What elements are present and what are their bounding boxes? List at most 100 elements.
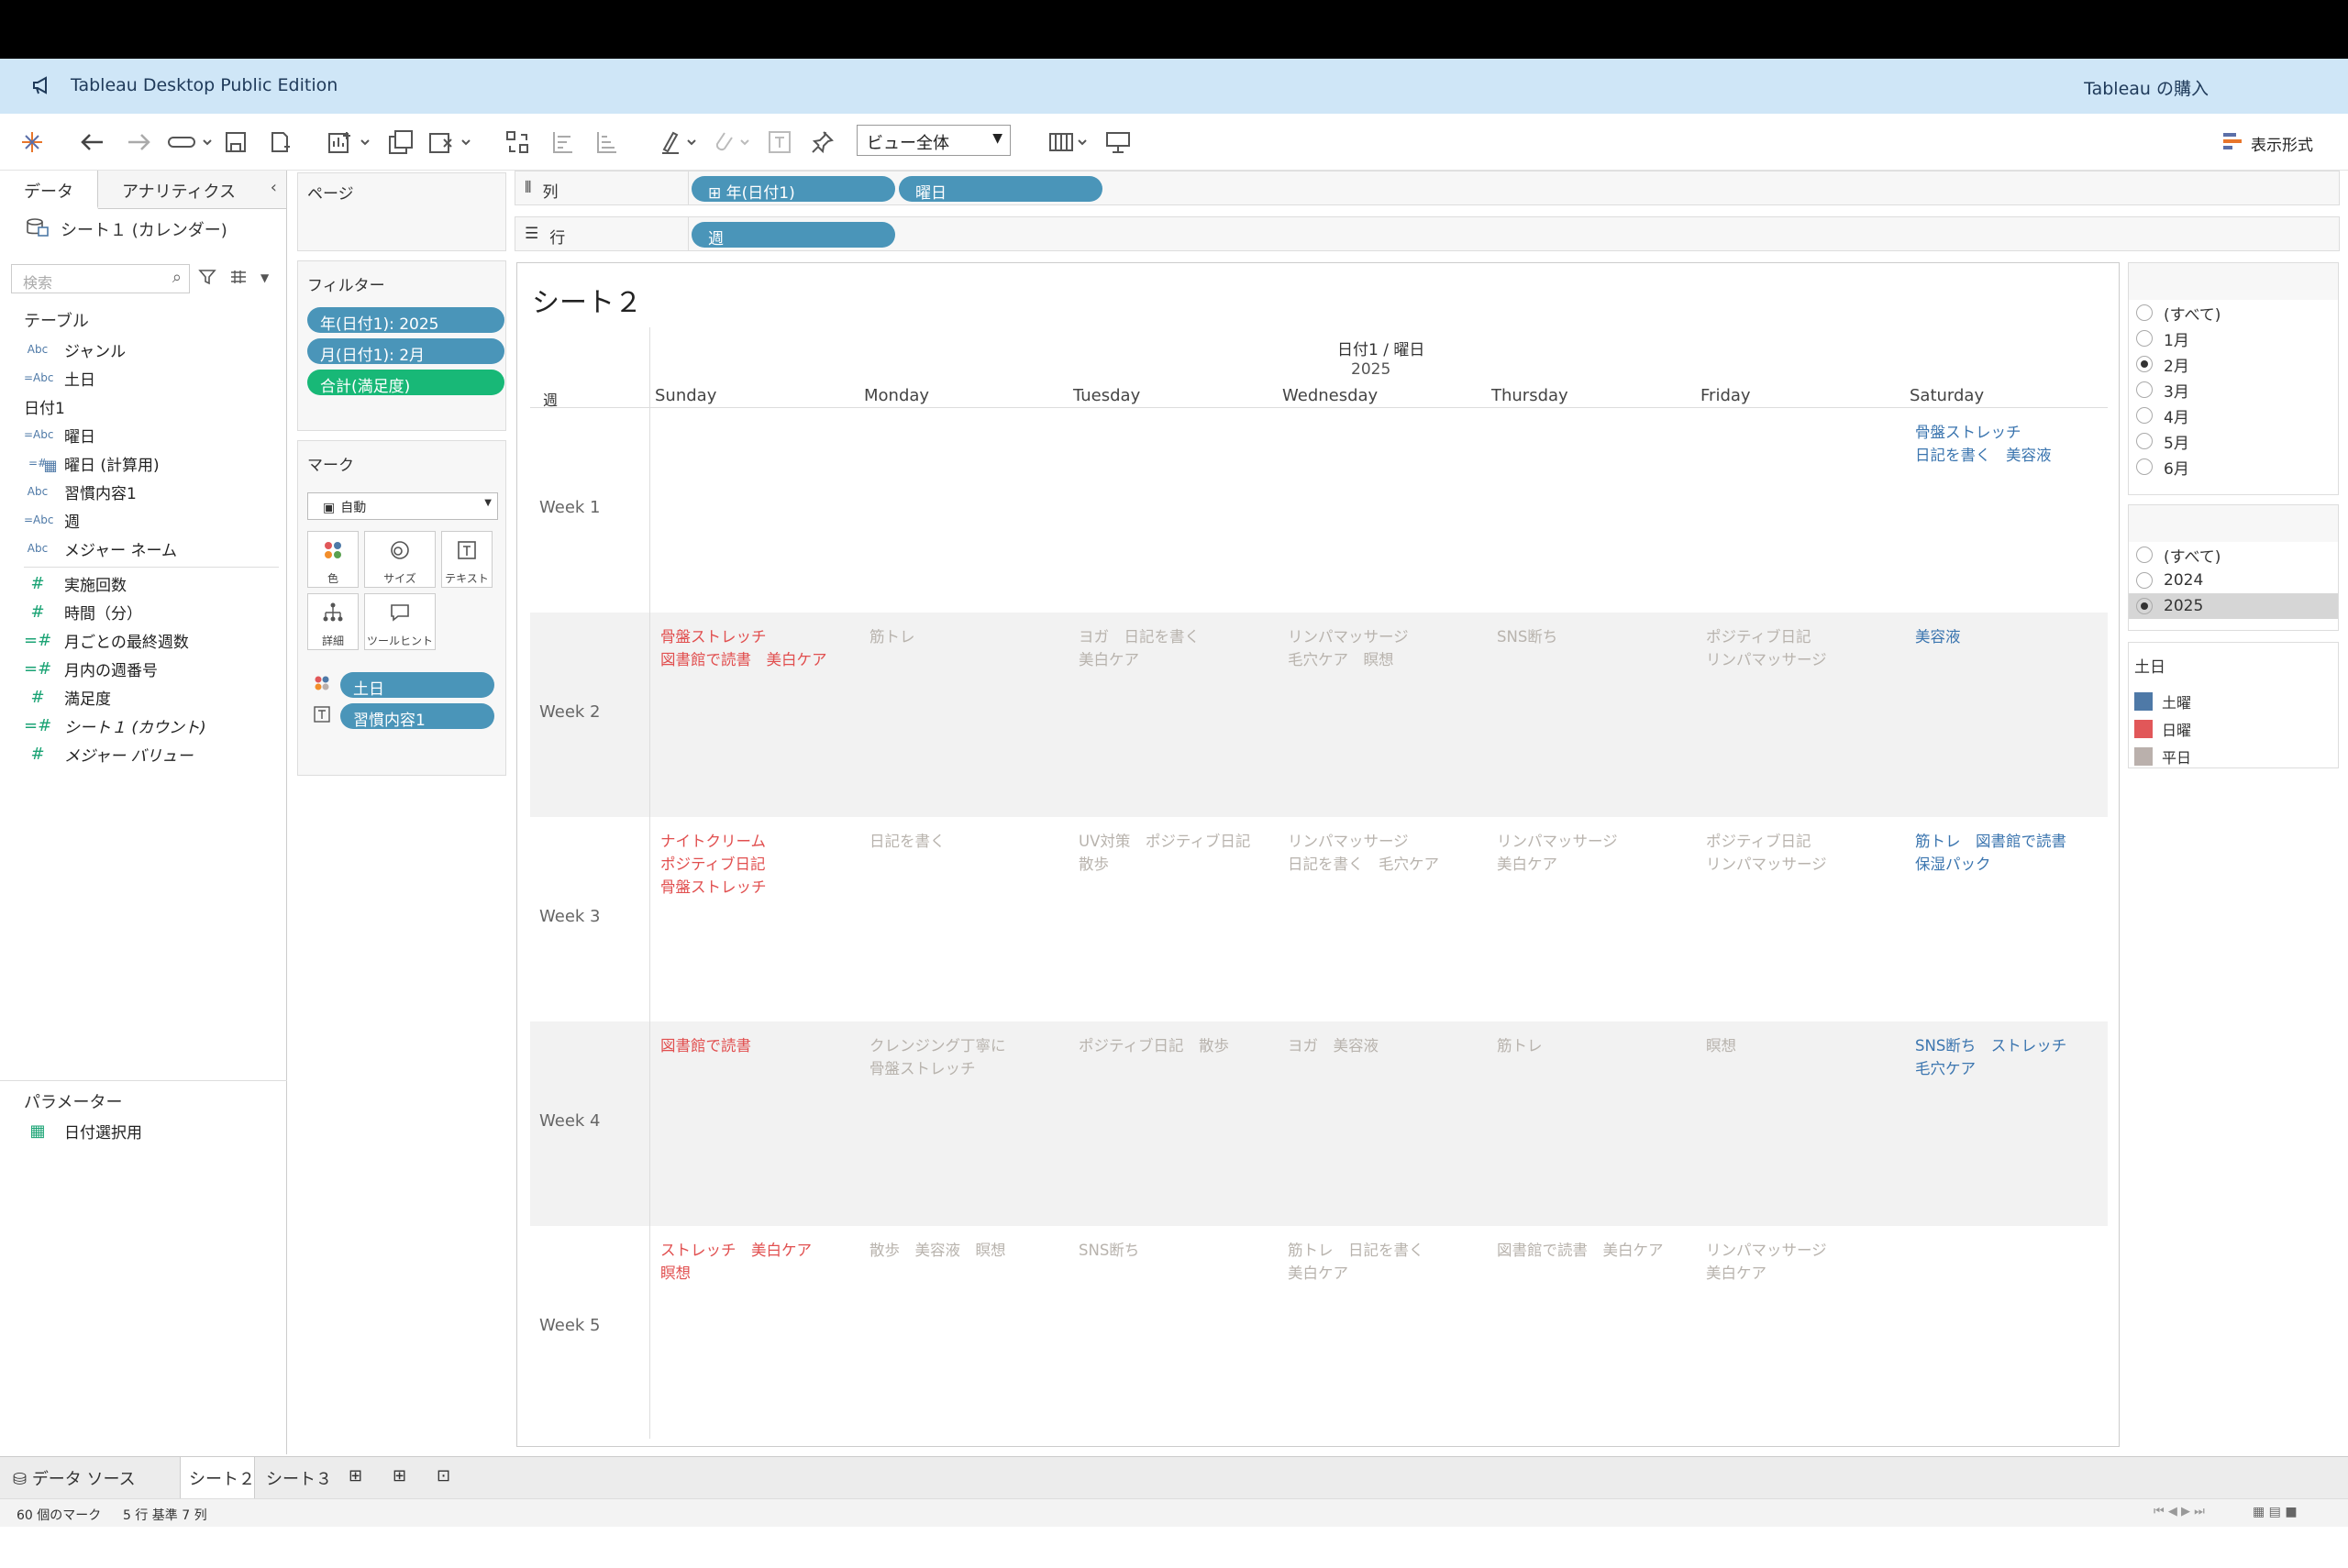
collapse-pane-icon[interactable]: ‹: [270, 178, 277, 197]
tab-data[interactable]: データ: [0, 171, 98, 209]
tab-analytics[interactable]: アナリティクス: [98, 171, 286, 208]
filter-radio-option[interactable]: 3月: [2129, 377, 2338, 403]
size-button[interactable]: サイズ: [364, 531, 436, 588]
show-mark-labels-icon[interactable]: [767, 127, 792, 158]
calendar-cell[interactable]: 美容液: [1915, 628, 1961, 646]
calendar-cell[interactable]: クレンジング丁寧に 骨盤ストレッチ: [869, 1037, 1006, 1077]
highlight-icon[interactable]: [659, 127, 699, 158]
new-worksheet-icon[interactable]: [327, 127, 372, 158]
tableau-logo-icon[interactable]: [18, 127, 46, 158]
row-pill-week[interactable]: 週: [692, 222, 895, 248]
calendar-cell[interactable]: SNS断ち: [1497, 628, 1558, 646]
calendar-cell[interactable]: 図書館で読書 美白ケア: [1497, 1242, 1664, 1259]
column-pill-year[interactable]: ⊞ 年(日付1): [692, 176, 895, 203]
calendar-cell[interactable]: SNS断ち ストレッチ 毛穴ケア: [1915, 1037, 2067, 1077]
field-item[interactable]: =# 曜日 (計算用): [24, 449, 160, 477]
show-cards-icon[interactable]: [1047, 127, 1091, 158]
sort-ascending-icon[interactable]: [550, 127, 576, 158]
filter-radio-option[interactable]: (すべて): [2129, 542, 2338, 568]
legend-item[interactable]: 土曜: [2129, 688, 2338, 715]
field-item[interactable]: =Abc 週: [24, 506, 80, 534]
datasource-tab[interactable]: ⛁ データ ソース: [13, 1466, 136, 1490]
column-pill-weekday[interactable]: 曜日: [899, 176, 1102, 203]
filter-radio-option[interactable]: 2月: [2129, 351, 2338, 377]
clear-sheet-icon[interactable]: [427, 127, 473, 158]
view-list-icon[interactable]: [229, 268, 248, 291]
new-worksheet-tab-icon[interactable]: ⊞: [349, 1466, 363, 1485]
filter-radio-option[interactable]: 6月: [2129, 454, 2338, 480]
field-item[interactable]: =Abc 曜日: [24, 421, 95, 448]
filter-radio-option[interactable]: 2025: [2129, 593, 2338, 619]
mark-type-select[interactable]: ▣ 自動 ▼: [307, 492, 498, 520]
color-button[interactable]: 色: [307, 531, 359, 588]
calendar-cell[interactable]: ストレッチ 美白ケア 瞑想: [660, 1242, 812, 1282]
tab-sheet2[interactable]: シート２: [189, 1470, 255, 1489]
fit-view-select[interactable]: ビュー全体 ▼: [857, 125, 1011, 156]
filter-pill-month[interactable]: 月(日付1): 2月: [307, 338, 504, 365]
chevron-down-icon[interactable]: ▼: [260, 271, 270, 284]
mark-pill-text[interactable]: 習慣内容1: [340, 703, 494, 730]
swap-rows-columns-icon[interactable]: [504, 127, 530, 158]
replay-icon[interactable]: [167, 127, 213, 158]
duplicate-sheet-icon[interactable]: [387, 127, 415, 158]
calendar-cell[interactable]: 日記を書く: [869, 833, 946, 850]
field-item[interactable]: Abc ジャンル: [24, 336, 126, 363]
calendar-cell[interactable]: リンパマッサージ 美白ケア: [1706, 1242, 1827, 1282]
calendar-cell[interactable]: 筋トレ: [1497, 1037, 1543, 1055]
calendar-cell[interactable]: ナイトクリーム ポジティブ日記 骨盤ストレッチ: [660, 833, 767, 896]
filter-radio-option[interactable]: 5月: [2129, 428, 2338, 454]
undo-icon[interactable]: [79, 127, 106, 158]
field-item[interactable]: =Abc 土日: [24, 364, 95, 392]
calendar-cell[interactable]: 筋トレ 日記を書く 美白ケア: [1288, 1242, 1424, 1282]
measure-item[interactable]: =# シート１ (カウント): [24, 712, 206, 739]
calendar-cell[interactable]: リンパマッサージ 毛穴ケア 瞑想: [1288, 628, 1409, 668]
datasource-item[interactable]: シート１ (カレンダー): [0, 209, 286, 249]
redo-icon[interactable]: [125, 127, 152, 158]
field-item[interactable]: Abc メジャー ネーム: [24, 535, 177, 562]
show-me-button[interactable]: 表示形式: [2221, 130, 2313, 157]
measure-item[interactable]: =# 月内の週番号: [24, 655, 158, 682]
calendar-cell[interactable]: 瞑想: [1706, 1037, 1736, 1055]
calendar-cell[interactable]: 筋トレ 図書館で読書 保湿パック: [1915, 833, 2066, 873]
filter-radio-option[interactable]: 1月: [2129, 326, 2338, 351]
worksheet-view[interactable]: シート２ 日付1 / 曜日 2025 週 Sunday Monday Tuesday…: [516, 262, 2120, 1447]
new-story-tab-icon[interactable]: ⊡: [437, 1466, 451, 1485]
calendar-cell[interactable]: UV対策 ポジティブ日記 散歩: [1079, 833, 1251, 873]
filters-shelf[interactable]: フィルター 年(日付1): 2025 月(日付1): 2月 合計(満足度): [297, 260, 506, 431]
field-search-input[interactable]: 検索 ⌕: [11, 264, 190, 293]
group-members-icon[interactable]: [712, 127, 752, 158]
columns-shelf[interactable]: ⦀ 列 ⊞ 年(日付1) 曜日: [515, 171, 2340, 205]
mark-pill-color[interactable]: 土日: [340, 672, 494, 699]
measure-item[interactable]: # 時間（分）: [24, 598, 142, 625]
save-icon[interactable]: [224, 127, 248, 158]
buy-tableau-link[interactable]: Tableau の購入: [2084, 79, 2209, 99]
calendar-cell[interactable]: ヨガ 日記を書く 美白ケア: [1079, 628, 1200, 668]
page-nav-icons[interactable]: ⏮ ◀ ▶ ⏭: [2154, 1505, 2205, 1518]
filter-radio-option[interactable]: (すべて): [2129, 300, 2338, 326]
sort-descending-icon[interactable]: [594, 127, 620, 158]
legend-item[interactable]: 平日: [2129, 743, 2338, 770]
filter-pill-year[interactable]: 年(日付1): 2025: [307, 307, 504, 334]
filter-radio-option[interactable]: 2024: [2129, 568, 2338, 593]
legend-item[interactable]: 日曜: [2129, 715, 2338, 743]
calendar-cell[interactable]: ポジティブ日記 散歩: [1079, 1037, 1230, 1055]
calendar-cell[interactable]: SNS断ち: [1079, 1242, 1140, 1259]
filter-pill-satisfaction[interactable]: 合計(満足度): [307, 370, 504, 396]
calendar-cell[interactable]: ヨガ 美容液: [1288, 1037, 1379, 1055]
presentation-mode-icon[interactable]: [1104, 127, 1132, 158]
measure-item[interactable]: # メジャー バリュー: [24, 740, 193, 767]
field-item[interactable]: ▦ 日付1: [24, 392, 65, 475]
field-item[interactable]: Abc 習慣内容1: [24, 478, 137, 505]
measure-item[interactable]: # 実施回数: [24, 569, 127, 597]
measure-item[interactable]: =# 月ごとの最終週数: [24, 626, 189, 654]
measure-item[interactable]: # 満足度: [24, 683, 111, 711]
calendar-cell[interactable]: 筋トレ: [869, 628, 915, 646]
calendar-cell[interactable]: 散歩 美容液 瞑想: [869, 1242, 1006, 1259]
calendar-cell[interactable]: 骨盤ストレッチ 日記を書く 美容液: [1915, 424, 2052, 464]
pin-icon[interactable]: [809, 127, 835, 158]
rows-shelf[interactable]: ☰ 行 週: [515, 216, 2340, 251]
tab-sheet3[interactable]: シート３: [266, 1470, 332, 1489]
calendar-cell[interactable]: ポジティブ日記 リンパマッサージ: [1706, 833, 1827, 873]
tooltip-button[interactable]: ツールヒント: [364, 593, 436, 650]
view-mode-icons[interactable]: ▦ ▤ ■: [2253, 1505, 2298, 1519]
